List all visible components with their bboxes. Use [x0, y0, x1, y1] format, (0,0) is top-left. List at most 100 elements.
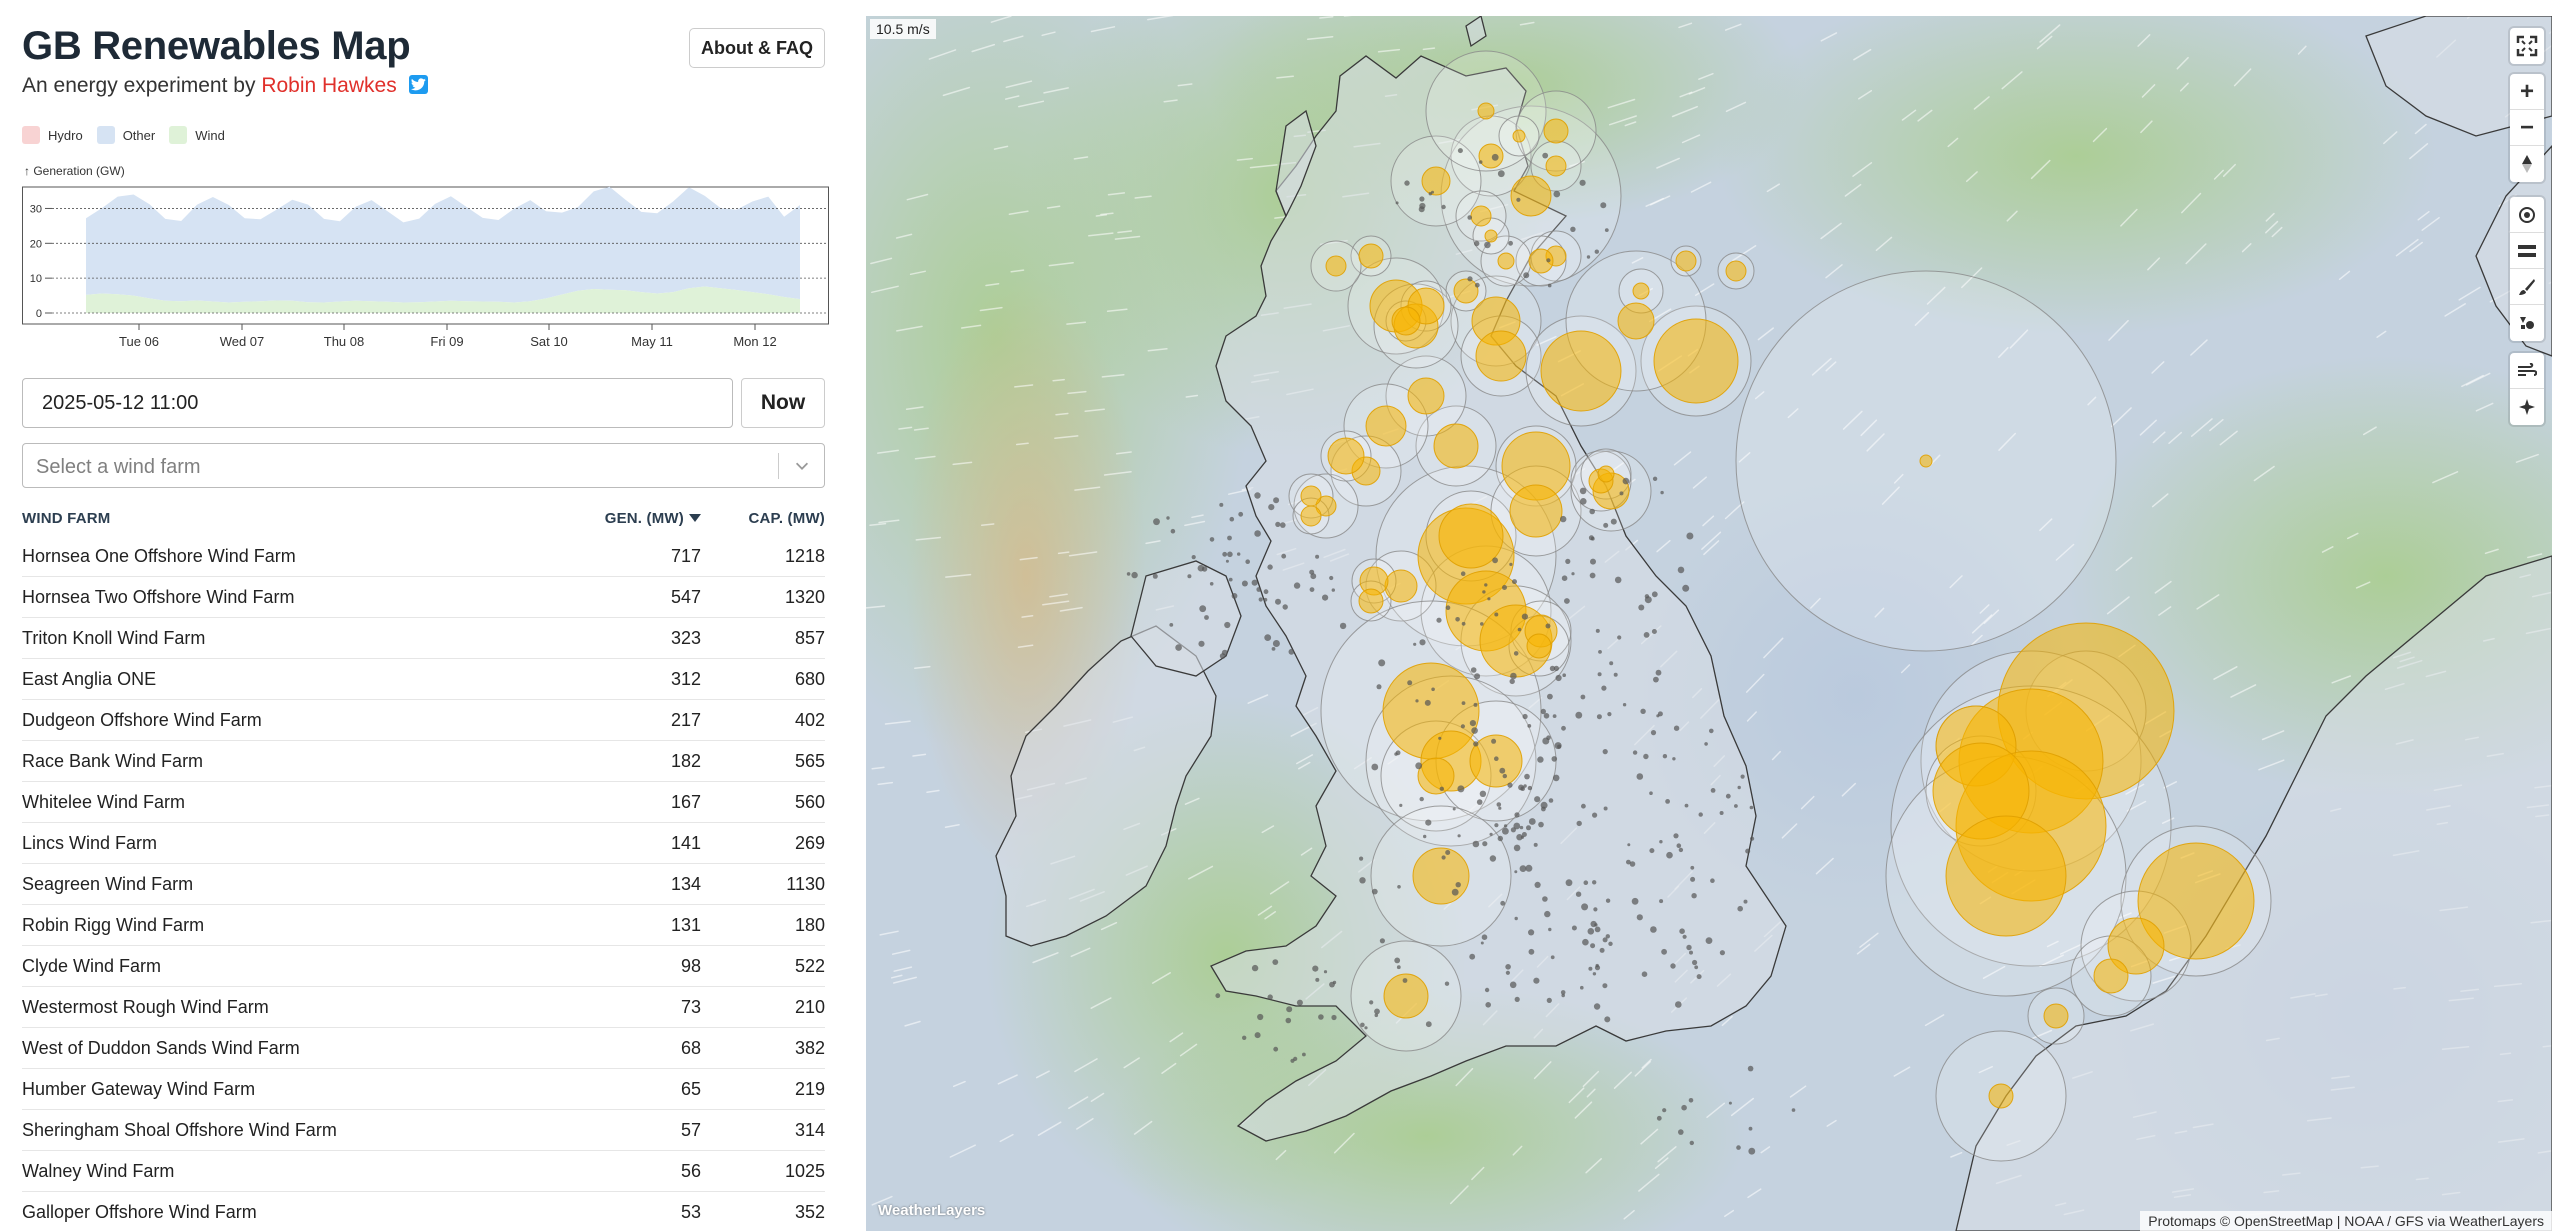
- farm-name: Sheringham Shoal Offshore Wind Farm: [22, 1120, 337, 1140]
- wind-streak: [2421, 216, 2440, 231]
- wind-streak: [1074, 486, 1101, 491]
- wind-streak: [2265, 220, 2279, 234]
- site-dot: [1374, 1008, 1380, 1015]
- farm-generation: 56: [680, 1161, 701, 1181]
- wind-streak: [1947, 137, 1959, 148]
- wind-streak: [1052, 378, 1065, 382]
- zoom-in-icon[interactable]: +: [2510, 74, 2544, 110]
- wind-streak: [1671, 105, 1698, 118]
- wind-streak: [1634, 1060, 1651, 1077]
- generation-chart[interactable]: 0 10 20 30 Tue 06 Wed 07 Thu 08 Fri 09 Sat 10 May…: [22, 186, 830, 356]
- farm-capacity: 180: [794, 915, 825, 935]
- site-dot: [1360, 1022, 1365, 1028]
- settings-icon[interactable]: [2510, 389, 2544, 425]
- site-dot: [1339, 622, 1347, 630]
- site-dot: [1581, 803, 1586, 809]
- farm-generation-circle: [1453, 278, 1479, 304]
- site-dot: [1608, 941, 1613, 946]
- table-row[interactable]: Whitelee Wind Farm 167 560: [22, 782, 825, 823]
- table-row[interactable]: East Anglia ONE 312 680: [22, 659, 825, 700]
- table-row[interactable]: Seagreen Wind Farm 134 1130: [22, 864, 825, 905]
- brush-icon[interactable]: [2510, 269, 2544, 305]
- wind-streak: [1184, 520, 1206, 527]
- table-row[interactable]: Clyde Wind Farm 98 522: [22, 946, 825, 987]
- site-dot: [1473, 702, 1478, 707]
- table-row[interactable]: Hornsea One Offshore Wind Farm 717 1218: [22, 536, 825, 577]
- farm-capacity: 269: [794, 833, 825, 853]
- about-faq-button[interactable]: About & FAQ: [689, 28, 825, 68]
- datetime-input[interactable]: [22, 378, 733, 428]
- map-canvas[interactable]: [866, 16, 2552, 1231]
- table-row[interactable]: Hornsea Two Offshore Wind Farm 547 1320: [22, 577, 825, 618]
- wind-streak: [2039, 954, 2064, 968]
- site-dot: [1461, 701, 1466, 705]
- wind-streak: [1569, 160, 1585, 167]
- locate-icon[interactable]: [2510, 197, 2544, 233]
- wind-streak: [1032, 952, 1059, 964]
- wind-farm-select[interactable]: Select a wind farm: [22, 443, 825, 488]
- wind-streak: [1771, 750, 1781, 761]
- site-dot: [1745, 848, 1751, 854]
- table-row[interactable]: Dudgeon Offshore Wind Farm 217 402: [22, 700, 825, 741]
- wind-zone: [1106, 986, 1746, 1231]
- site-dot: [1131, 571, 1138, 579]
- zoom-out-icon[interactable]: −: [2510, 110, 2544, 146]
- twitter-icon[interactable]: [408, 75, 428, 94]
- site-dot: [1425, 1021, 1432, 1028]
- legend-item-other[interactable]: Other: [96, 126, 155, 144]
- layers-icon[interactable]: [2510, 233, 2544, 269]
- table-row[interactable]: Triton Knoll Wind Farm 323 857: [22, 618, 825, 659]
- farm-generation: 134: [670, 874, 701, 894]
- farm-generation-circle: [1469, 734, 1523, 788]
- wind-streak: [1041, 31, 1056, 37]
- column-header-wind-farm[interactable]: WIND FARM: [22, 510, 111, 527]
- site-dot: [1152, 573, 1158, 579]
- author-link[interactable]: Robin Hawkes: [261, 74, 397, 97]
- site-dot: [1441, 204, 1446, 210]
- map-control-group-tools: [2510, 197, 2544, 341]
- site-dot: [1238, 511, 1244, 517]
- site-dot: [1359, 877, 1366, 884]
- site-dot: [1467, 215, 1472, 220]
- table-row[interactable]: Humber Gateway Wind Farm 65 219: [22, 1069, 825, 1110]
- map-attribution[interactable]: Protomaps © OpenStreetMap | NOAA / GFS v…: [2140, 1211, 2552, 1231]
- table-row[interactable]: Sheringham Shoal Offshore Wind Farm 57 314: [22, 1110, 825, 1151]
- site-dot: [1474, 673, 1481, 680]
- compass-icon[interactable]: [2510, 146, 2544, 182]
- table-row[interactable]: West of Duddon Sands Wind Farm 68 382: [22, 1028, 825, 1069]
- site-dot: [1617, 635, 1622, 640]
- table-row[interactable]: Lincs Wind Farm 141 269: [22, 823, 825, 864]
- site-dot: [1445, 850, 1451, 855]
- column-header-capacity[interactable]: CAP. (MW): [748, 510, 825, 527]
- site-dot: [1686, 532, 1694, 540]
- wind-streak: [1732, 245, 1757, 262]
- wind-streak: [949, 1144, 976, 1158]
- legend-item-hydro[interactable]: Hydro: [22, 126, 83, 144]
- wind-streak: [1763, 637, 1784, 659]
- shapes-icon[interactable]: [2510, 305, 2544, 341]
- table-row[interactable]: Robin Rigg Wind Farm 131 180: [22, 905, 825, 946]
- wind-streak: [1586, 1088, 1596, 1098]
- fullscreen-icon[interactable]: [2510, 28, 2544, 64]
- site-dot: [1471, 727, 1478, 734]
- site-dot: [1257, 1013, 1264, 1021]
- table-row[interactable]: Walney Wind Farm 56 1025: [22, 1151, 825, 1192]
- site-dot: [1494, 756, 1499, 761]
- site-dot: [1507, 782, 1513, 788]
- legend-item-wind[interactable]: Wind: [169, 126, 225, 144]
- map-view[interactable]: 10.5 m/s WeatherLayers Protomaps © OpenS…: [866, 16, 2552, 1231]
- wind-streak: [2515, 453, 2539, 463]
- column-header-generation[interactable]: GEN. (MW): [605, 510, 701, 527]
- farm-name: Race Bank Wind Farm: [22, 751, 204, 771]
- now-button[interactable]: Now: [741, 378, 825, 428]
- table-row[interactable]: Race Bank Wind Farm 182 565: [22, 741, 825, 782]
- wind-icon[interactable]: [2510, 353, 2544, 389]
- site-dot: [1607, 712, 1612, 717]
- table-row[interactable]: Galloper Offshore Wind Farm 53 352: [22, 1192, 825, 1231]
- farm-name: Seagreen Wind Farm: [22, 874, 194, 894]
- site-dot: [1553, 190, 1561, 198]
- wind-streak: [890, 974, 903, 979]
- table-row[interactable]: Westermost Rough Wind Farm 73 210: [22, 987, 825, 1028]
- site-dot: [1496, 802, 1502, 807]
- farm-capacity: 1320: [784, 587, 825, 607]
